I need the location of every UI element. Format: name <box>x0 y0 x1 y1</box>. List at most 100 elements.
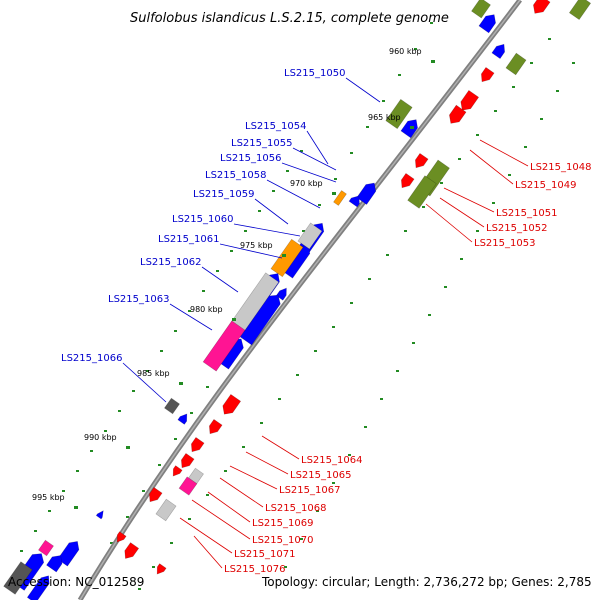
leader-line <box>439 197 485 228</box>
tick-dot <box>152 566 155 568</box>
gene-block <box>275 287 287 301</box>
kbp-label: 985 kbp <box>137 369 170 378</box>
gene-block-shape <box>478 14 496 34</box>
gene-block <box>57 541 80 567</box>
tick-dot <box>364 426 367 428</box>
tick-dot <box>258 210 261 212</box>
reverse-gene-label: LS215_1068 <box>265 503 326 514</box>
gene-block-shape <box>275 287 287 301</box>
leader-line <box>179 517 233 554</box>
tick-dot <box>350 152 353 154</box>
leader-line <box>233 223 301 237</box>
gene-features <box>3 0 592 600</box>
tick-dot <box>332 326 335 328</box>
tick-dot <box>548 38 551 40</box>
reverse-gene-label: LS215_1049 <box>515 180 576 191</box>
leader-line <box>254 198 289 225</box>
tick-dot <box>302 230 305 232</box>
gene-block-shape <box>124 542 140 559</box>
gene-block <box>401 172 415 189</box>
gene-block <box>149 486 163 503</box>
gene-block <box>178 476 198 496</box>
reverse-gene-labels: LS215_1048 LS215_1049 LS215_1051 LS215_1052… <box>224 162 591 575</box>
leader-line <box>245 451 289 475</box>
gene-block-shape <box>533 0 551 14</box>
gene-block <box>156 563 167 575</box>
leader-line <box>479 139 529 167</box>
gene-block-shape <box>149 486 163 503</box>
tick-dot <box>296 374 299 376</box>
tick-dot <box>444 286 447 288</box>
gene-block <box>460 89 480 111</box>
map-title: Sulfolobus islandicus L.S.2.15, complete… <box>130 11 449 26</box>
forward-gene-label: LS215_1066 <box>61 353 122 364</box>
gene-block-shape <box>172 465 183 477</box>
reverse-gene-label: LS215_1052 <box>486 223 547 234</box>
gene-block-shape <box>449 104 467 124</box>
kbp-label: 970 kbp <box>290 179 323 188</box>
tick-dot <box>524 146 527 148</box>
gene-block <box>124 542 140 559</box>
tick-dot <box>224 470 227 472</box>
gene-block-shape <box>505 52 527 76</box>
forward-gene-label: LS215_1061 <box>158 234 219 245</box>
tick-dot <box>332 482 335 484</box>
forward-gene-label: LS215_1055 <box>231 138 292 149</box>
gene-block-shape <box>26 575 50 600</box>
tick-dot <box>132 390 135 392</box>
gene-block <box>3 561 33 595</box>
forward-gene-label: LS215_1063 <box>108 294 169 305</box>
reverse-gene-label: LS215_1064 <box>301 455 362 466</box>
gene-block-shape <box>401 172 415 189</box>
gene-block <box>415 152 429 169</box>
tick-dot <box>34 530 37 532</box>
kbp-tick <box>126 446 130 449</box>
gene-block <box>333 190 347 206</box>
kbp-label: 990 kbp <box>84 433 117 442</box>
tick-dot <box>386 254 389 256</box>
gene-block-shape <box>38 539 54 557</box>
leader-line <box>193 535 223 569</box>
tick-dot <box>316 510 319 512</box>
gene-block-shape <box>116 531 127 543</box>
gene-block-shape <box>491 43 505 60</box>
forward-gene-labels: LS215_1050 LS215_1054 LS215_1055 LS215_1056… <box>61 68 345 364</box>
tick-dot <box>126 516 129 518</box>
reverse-gene-label: LS215_1065 <box>290 470 351 481</box>
tick-dot <box>430 22 433 24</box>
tick-dot <box>170 542 173 544</box>
tick-dot <box>458 158 461 160</box>
gene-block-shape <box>57 541 80 567</box>
reverse-gene-label: LS215_1053 <box>474 238 535 249</box>
reverse-gene-label: LS215_1067 <box>279 485 340 496</box>
tick-dot <box>104 430 107 432</box>
tick-dot <box>460 258 463 260</box>
kbp-label: 980 kbp <box>190 305 223 314</box>
tick-dot <box>348 454 351 456</box>
gene-block-shape <box>222 393 242 415</box>
forward-gene-label: LS215_1059 <box>193 189 254 200</box>
tick-dot <box>48 510 51 512</box>
gene-block-shape <box>155 498 177 522</box>
gene-block <box>400 119 418 139</box>
gene-block <box>449 104 467 124</box>
gene-block-shape <box>156 563 167 575</box>
forward-gene-label: LS215_1050 <box>284 68 345 79</box>
tick-dot <box>492 202 495 204</box>
genome-summary-text: Topology: circular; Length: 2,736,272 bp… <box>261 575 592 589</box>
reverse-gene-label: LS215_1070 <box>252 535 313 546</box>
gene-block <box>356 182 377 205</box>
tick-dot <box>160 350 163 352</box>
leader-line <box>201 266 239 293</box>
tick-dot <box>230 250 233 252</box>
tick-dot <box>412 342 415 344</box>
tick-dot <box>396 370 399 372</box>
tick-dot <box>428 314 431 316</box>
gene-block <box>471 0 491 19</box>
kbp-tick <box>74 506 78 509</box>
gene-block <box>26 575 50 600</box>
tick-dot <box>422 206 425 208</box>
tick-dot <box>494 110 497 112</box>
gene-block-shape <box>385 98 413 130</box>
leader-line <box>229 465 278 490</box>
